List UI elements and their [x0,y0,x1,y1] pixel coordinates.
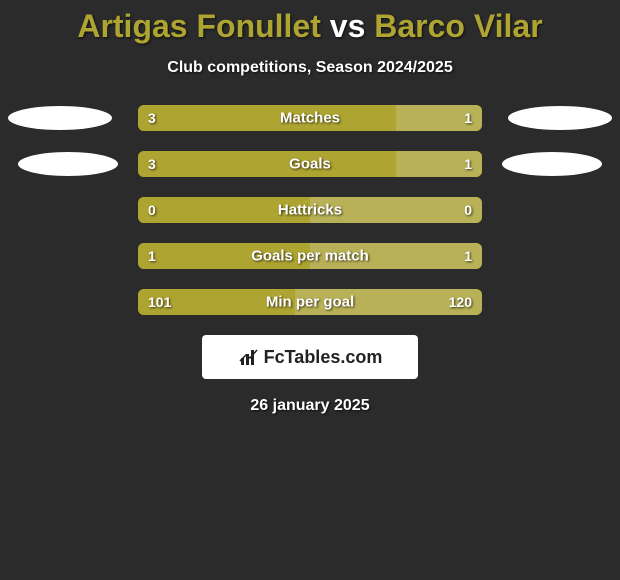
stat-rows: Matches31Goals31Hattricks00Goals per mat… [0,105,620,315]
stat-bar-label: Min per goal [138,294,482,311]
title-player1: Artigas Fonullet [77,8,321,44]
stat-row: Matches3 1 [0,105,620,131]
stat-row: Min per goal101 120 [0,289,620,315]
date-text: 26 january 2025 [0,397,620,415]
stat-val-left: 101 [148,294,171,310]
stat-val-right: 120 [449,294,472,310]
stat-bar-label: Hattricks [138,202,482,219]
stat-bar: Min per goal101 120 [138,289,482,315]
stat-bar-label: Matches [138,110,482,127]
stat-val-right: 1 [464,110,472,126]
stat-val-left: 3 [148,156,156,172]
bar-chart-icon [238,346,260,368]
stat-val-left: 0 [148,202,156,218]
stats-infographic: Artigas Fonullet vs Barco Vilar Club com… [0,0,620,415]
stat-bar: Goals3 1 [138,151,482,177]
footer-brand-box: FcTables.com [202,335,418,379]
subtitle: Club competitions, Season 2024/2025 [0,59,620,77]
stat-val-right: 1 [464,248,472,264]
stat-val-right: 0 [464,202,472,218]
player-avatar-right [508,106,612,130]
stat-row: Goals3 1 [0,151,620,177]
stat-bar-label: Goals [138,156,482,173]
player-avatar-left [18,152,118,176]
page-title: Artigas Fonullet vs Barco Vilar [0,8,620,45]
stat-val-left: 1 [148,248,156,264]
stat-bar: Goals per match1 1 [138,243,482,269]
stat-bar: Matches3 1 [138,105,482,131]
stat-row: Hattricks0 0 [0,197,620,223]
title-player2: Barco Vilar [374,8,542,44]
player-avatar-right [502,152,602,176]
stat-row: Goals per match1 1 [0,243,620,269]
footer-brand-text: FcTables.com [264,347,383,368]
stat-bar: Hattricks0 0 [138,197,482,223]
stat-val-left: 3 [148,110,156,126]
stat-val-right: 1 [464,156,472,172]
player-avatar-left [8,106,112,130]
stat-bar-label: Goals per match [138,248,482,265]
title-separator: vs [330,8,366,44]
fctables-logo: FcTables.com [238,346,383,368]
